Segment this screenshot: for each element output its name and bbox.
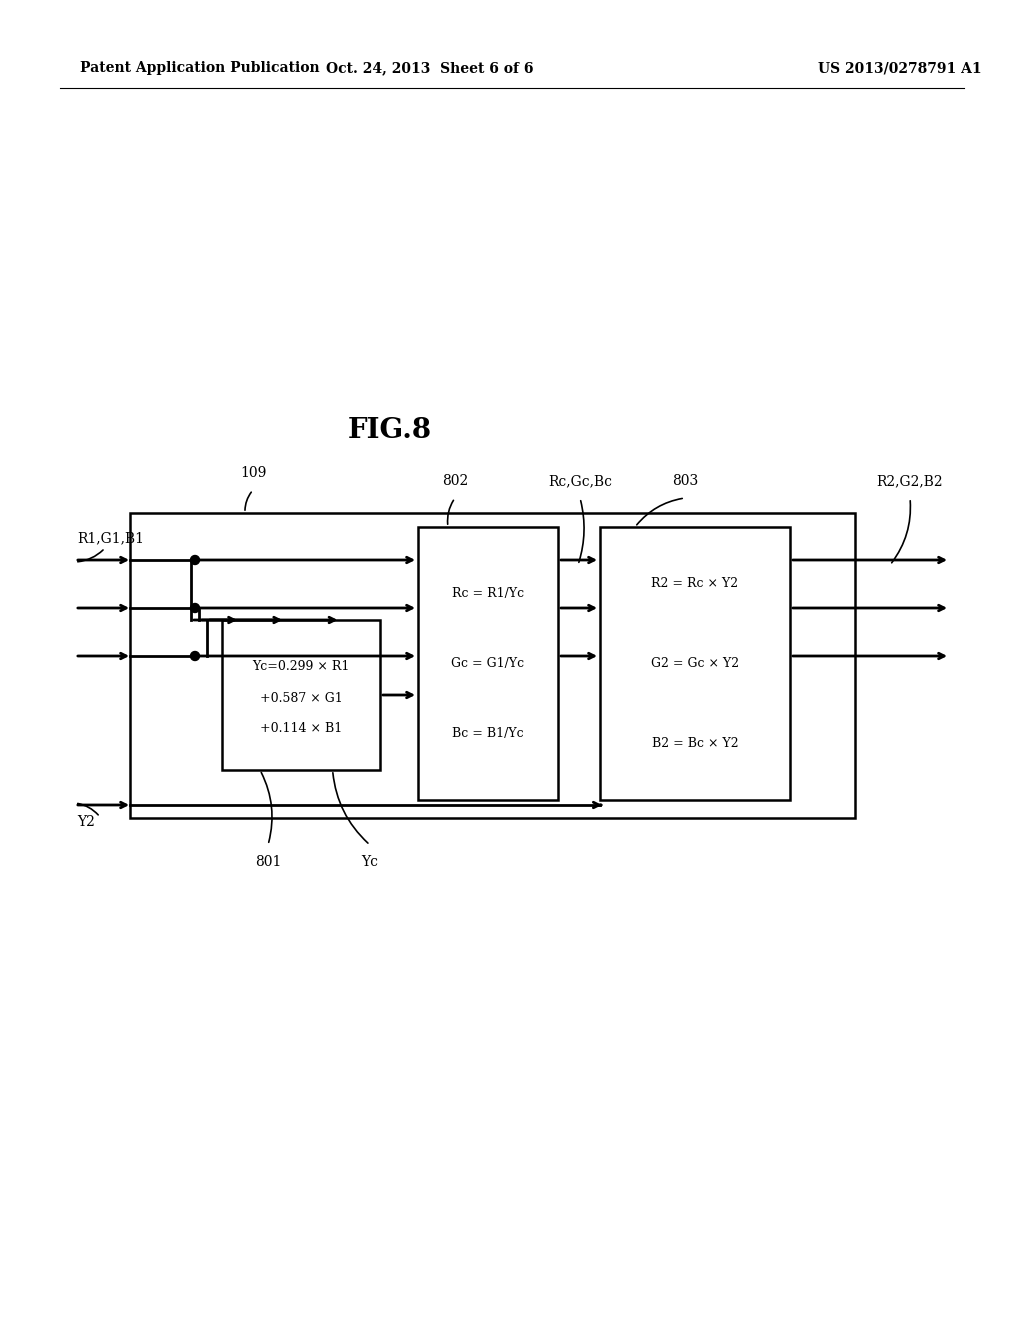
Text: B2 = Bc × Y2: B2 = Bc × Y2 [651, 737, 738, 750]
Text: +0.587 × G1: +0.587 × G1 [260, 692, 342, 705]
Text: 802: 802 [442, 474, 468, 488]
Text: R1,G1,B1: R1,G1,B1 [77, 531, 144, 545]
Circle shape [190, 556, 200, 565]
Text: Yc: Yc [361, 855, 379, 869]
Circle shape [190, 652, 200, 660]
Text: G2 = Gc × Y2: G2 = Gc × Y2 [651, 657, 739, 671]
Text: +0.114 × B1: +0.114 × B1 [260, 722, 342, 735]
Text: US 2013/0278791 A1: US 2013/0278791 A1 [818, 61, 982, 75]
Text: Yc=0.299 × R1: Yc=0.299 × R1 [252, 660, 349, 673]
Text: Rc,Gc,Bc: Rc,Gc,Bc [548, 474, 612, 488]
Text: FIG.8: FIG.8 [348, 417, 432, 444]
Text: Patent Application Publication: Patent Application Publication [80, 61, 319, 75]
Text: R2 = Rc × Y2: R2 = Rc × Y2 [651, 577, 738, 590]
Text: 801: 801 [255, 855, 282, 869]
Circle shape [190, 603, 200, 612]
Bar [130, 513, 855, 818]
Text: 109: 109 [240, 466, 266, 480]
Text: Gc = G1/Yc: Gc = G1/Yc [452, 657, 524, 671]
Text: Y2: Y2 [77, 814, 95, 829]
Bar [418, 527, 558, 800]
Text: Oct. 24, 2013  Sheet 6 of 6: Oct. 24, 2013 Sheet 6 of 6 [327, 61, 534, 75]
Bar [222, 620, 380, 770]
Text: Bc = B1/Yc: Bc = B1/Yc [453, 727, 524, 741]
Bar [600, 527, 790, 800]
Text: R2,G2,B2: R2,G2,B2 [877, 474, 943, 488]
Text: 803: 803 [672, 474, 698, 488]
Text: Rc = R1/Yc: Rc = R1/Yc [452, 587, 524, 601]
